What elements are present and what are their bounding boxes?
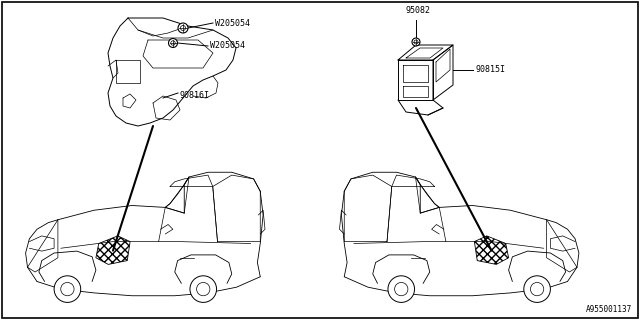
Text: A955001137: A955001137 xyxy=(586,305,632,314)
Text: W205054: W205054 xyxy=(210,42,245,51)
Text: 90816I: 90816I xyxy=(180,92,210,100)
Circle shape xyxy=(531,283,544,296)
Circle shape xyxy=(190,276,216,302)
Circle shape xyxy=(54,276,81,302)
Circle shape xyxy=(168,38,177,47)
Circle shape xyxy=(388,276,415,302)
Text: W205054: W205054 xyxy=(215,19,250,28)
Text: 90815I: 90815I xyxy=(475,66,505,75)
Circle shape xyxy=(178,23,188,33)
Circle shape xyxy=(61,283,74,296)
Text: 95082: 95082 xyxy=(406,6,431,15)
Circle shape xyxy=(395,283,408,296)
Circle shape xyxy=(524,276,550,302)
Circle shape xyxy=(196,283,210,296)
Circle shape xyxy=(412,38,420,46)
